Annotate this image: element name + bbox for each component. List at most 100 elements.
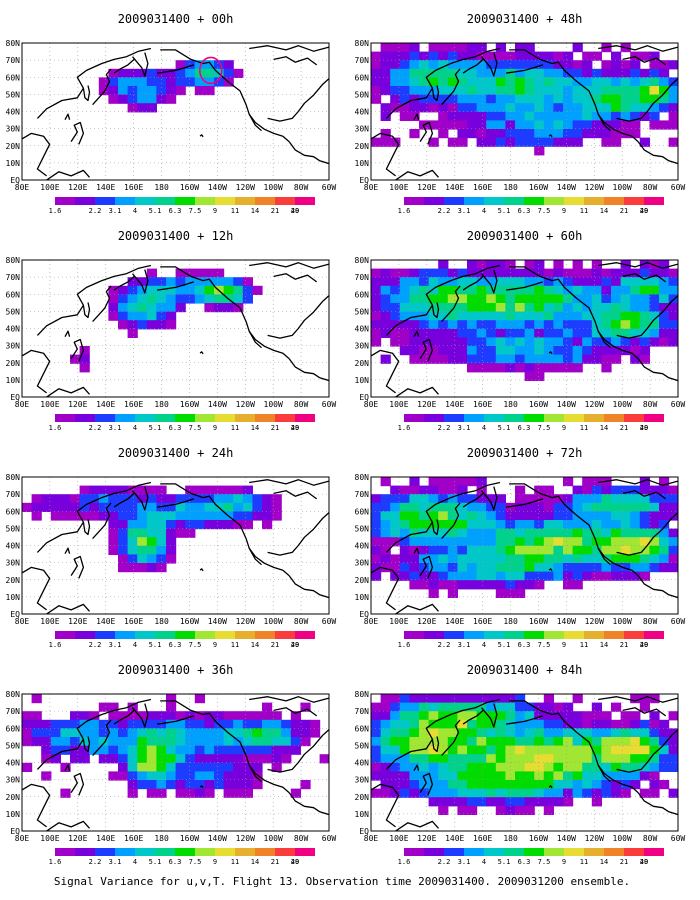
legend-swatch xyxy=(135,197,155,205)
shading-cell xyxy=(380,328,391,338)
shading-cell xyxy=(156,545,167,555)
shading-cell xyxy=(543,702,554,712)
shading-cell xyxy=(495,103,506,113)
panel-title: 2009031400 + 24h xyxy=(118,446,234,460)
shading-cell xyxy=(467,120,478,130)
shading-cell xyxy=(137,528,148,538)
shading-cell xyxy=(409,94,420,104)
shading-cell xyxy=(127,520,138,530)
shading-cell xyxy=(495,129,506,139)
shading-cell xyxy=(252,780,263,790)
shading-cell xyxy=(438,563,449,573)
shading-cell xyxy=(79,494,90,504)
shading-cell xyxy=(495,94,506,104)
coastline xyxy=(249,696,329,703)
shading-cell xyxy=(659,320,670,330)
shading-cell xyxy=(409,520,420,530)
coastline xyxy=(46,169,90,180)
shading-cell xyxy=(601,363,612,373)
legend-level-label: 2.2 xyxy=(438,641,451,649)
coastline xyxy=(371,566,400,611)
shading-cell xyxy=(262,494,273,504)
shading-cell xyxy=(409,485,420,495)
shading-cell xyxy=(467,320,478,330)
shading-cell xyxy=(118,285,129,295)
shading-cell xyxy=(146,788,157,798)
shading-cell xyxy=(515,780,526,790)
shading-cell xyxy=(553,103,564,113)
shading-cell xyxy=(399,86,410,96)
shading-cell xyxy=(486,554,497,564)
latitude-tick-label: 80N xyxy=(355,256,370,265)
shading-cell xyxy=(476,485,487,495)
shading-cell xyxy=(639,745,650,755)
shading-cell xyxy=(486,494,497,504)
shading-cell xyxy=(399,43,410,53)
latitude-tick-label: 30N xyxy=(355,125,370,134)
legend-level-label: 14 xyxy=(251,207,259,215)
shading-cell xyxy=(194,694,205,704)
shading-cell xyxy=(137,563,148,573)
shading-cell xyxy=(563,494,574,504)
shading-cell xyxy=(457,103,468,113)
shading-cell xyxy=(553,111,564,121)
shading-cell xyxy=(146,285,157,295)
shading-cell xyxy=(233,771,244,781)
shading-cell xyxy=(582,520,593,530)
shading-cell xyxy=(515,268,526,278)
variance-shading xyxy=(371,260,678,381)
shading-cell xyxy=(457,711,468,721)
shading-cell xyxy=(582,737,593,747)
shading-cell xyxy=(563,797,574,807)
shading-cell xyxy=(649,120,660,130)
shading-cell xyxy=(419,51,430,61)
shading-cell xyxy=(457,762,468,772)
shading-cell xyxy=(639,537,650,547)
shading-cell xyxy=(380,745,391,755)
shading-cell xyxy=(438,502,449,512)
shading-cell xyxy=(262,702,273,712)
shading-cell xyxy=(486,129,497,139)
shading-cell xyxy=(166,545,177,555)
shading-cell xyxy=(428,554,439,564)
shading-cell xyxy=(390,43,401,53)
legend-level-label: 6.3 xyxy=(169,424,182,432)
legend-swatch xyxy=(484,631,504,639)
shading-cell xyxy=(371,268,382,278)
shading-cell xyxy=(534,762,545,772)
shading-cell xyxy=(108,745,119,755)
shading-cell xyxy=(620,719,631,729)
shading-cell xyxy=(601,737,612,747)
shading-cell xyxy=(399,494,410,504)
shading-cell xyxy=(118,511,129,521)
shading-cell xyxy=(649,494,660,504)
shading-cell xyxy=(281,737,292,747)
shading-cell xyxy=(166,719,177,729)
shading-cell xyxy=(399,511,410,521)
shading-cell xyxy=(371,711,382,721)
shading-cell xyxy=(419,754,430,764)
shading-cell xyxy=(438,320,449,330)
shading-cell xyxy=(630,120,641,130)
shading-cell xyxy=(146,520,157,530)
shading-cell xyxy=(204,277,215,287)
shading-cell xyxy=(601,728,612,738)
shading-cell xyxy=(495,294,506,304)
shading-cell xyxy=(572,494,583,504)
shading-cell xyxy=(572,711,583,721)
shading-cell xyxy=(476,277,487,287)
latitude-tick-label: 10N xyxy=(355,376,370,385)
latitude-tick-label: 50N xyxy=(6,741,21,750)
shading-cell xyxy=(659,94,670,104)
legend-level-label: 29 xyxy=(640,424,648,432)
legend-level-label: 4 xyxy=(133,641,137,649)
legend-level-label: 9 xyxy=(213,207,217,215)
shading-cell xyxy=(495,588,506,598)
coastline xyxy=(395,603,439,614)
latitude-tick-label: 10N xyxy=(6,810,21,819)
shading-cell xyxy=(476,702,487,712)
shading-cell xyxy=(649,754,660,764)
shading-cell xyxy=(649,94,660,104)
shading-cell xyxy=(639,103,650,113)
shading-cell xyxy=(630,528,641,538)
